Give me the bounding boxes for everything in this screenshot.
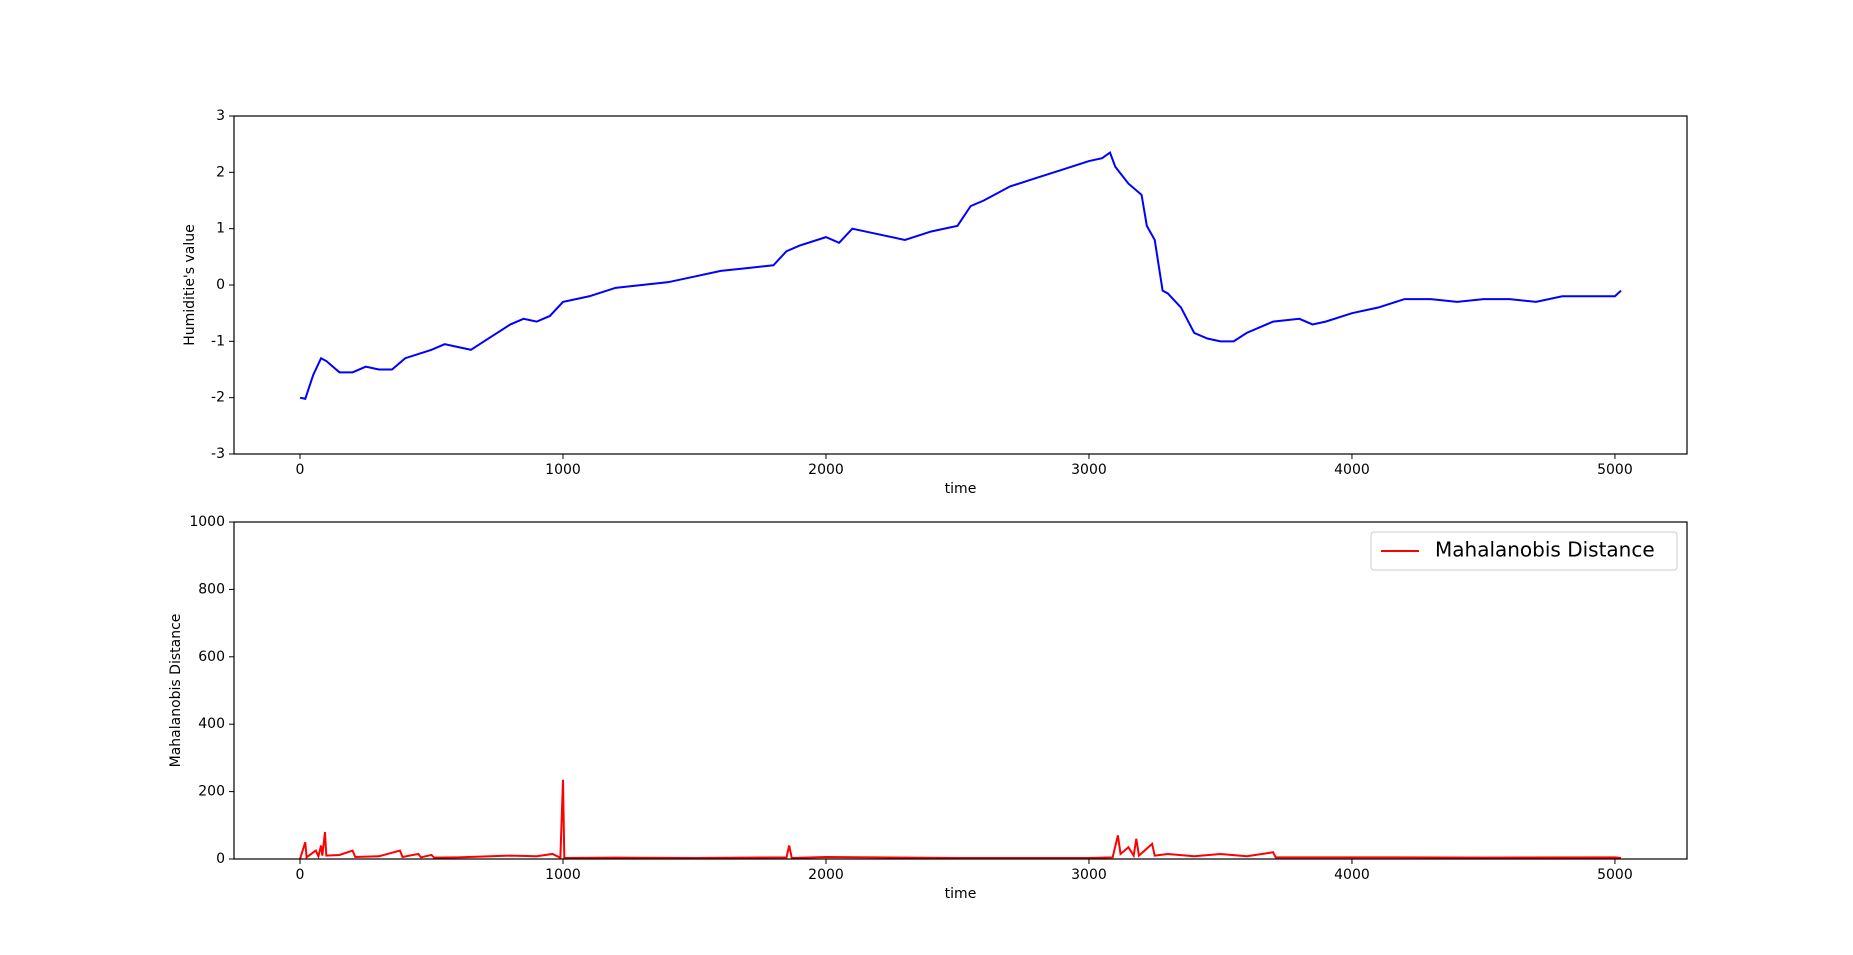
y-tick-label: 800 [198,581,225,597]
x-tick-label: 3000 [1071,867,1107,883]
x-tick-label: 5000 [1597,462,1633,478]
x-tick-label: 1000 [545,867,581,883]
x-tick-label: 0 [296,867,305,883]
data-line [299,779,1622,860]
x-tick-label: 5000 [1597,867,1633,883]
x-tick-label: 2000 [808,462,844,478]
axes-frame [233,115,1688,455]
x-axis-label: time [945,886,977,902]
y-tick-label: 2 [216,164,225,180]
x-tick-label: 4000 [1334,462,1370,478]
y-tick-label: -1 [211,333,225,349]
legend-box [1370,531,1678,571]
y-tick-label: 0 [216,277,225,293]
y-tick-label: 200 [198,784,225,800]
y-tick-label: -3 [211,446,225,462]
y-tick-label: 0 [216,851,225,867]
legend-label: Mahalanobis Distance [1435,538,1655,562]
y-tick-label: 1 [216,221,225,237]
axes-frame [233,521,1688,860]
y-tick-label: 1000 [189,514,225,530]
x-axis-label: time [945,481,977,497]
y-tick-label: 3 [216,108,225,124]
x-tick-label: 2000 [808,867,844,883]
x-tick-label: 3000 [1071,462,1107,478]
x-tick-label: 1000 [545,462,581,478]
y-axis-label: Humiditie's value [182,224,198,346]
y-tick-label: 600 [198,649,225,665]
x-tick-label: 0 [296,462,305,478]
y-tick-label: 400 [198,716,225,732]
x-tick-label: 4000 [1334,867,1370,883]
data-line [299,151,1622,400]
y-tick-label: -2 [211,390,225,406]
y-axis-label: Mahalanobis Distance [168,614,184,768]
